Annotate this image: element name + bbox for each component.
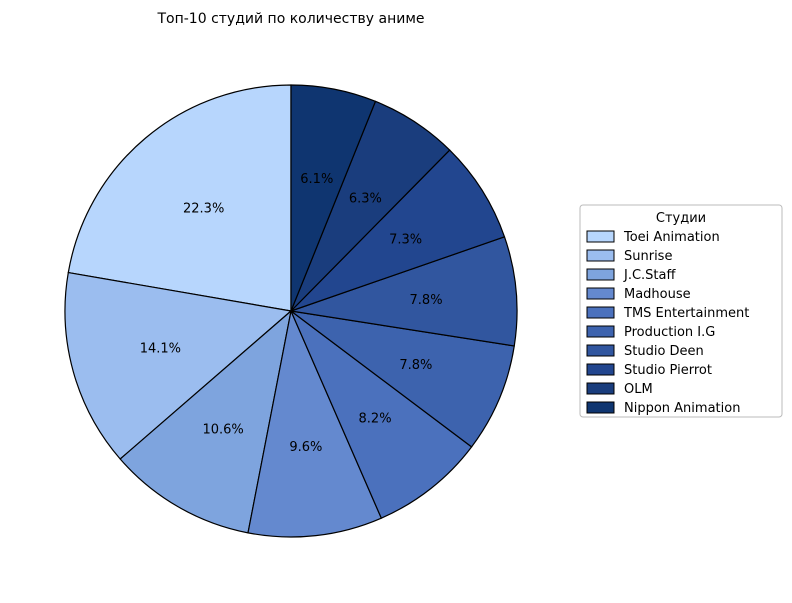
chart-title: Топ-10 студий по количеству аниме: [156, 11, 424, 27]
legend-swatch-madhouse: [586, 287, 615, 300]
legend-swatch-nippon-animation: [586, 401, 615, 414]
legend-label-j-c-staff: J.C.Staff: [623, 268, 676, 283]
legend-swatch-tms-entertainment: [586, 306, 615, 319]
legend-label-production-i-g: Production I.G: [624, 325, 715, 340]
pie-slice-nippon-animation: [290, 84, 377, 312]
pie-percent-label-olm: 6.3%: [349, 192, 382, 207]
pie-percent-label-studio-deen: 7.8%: [410, 293, 443, 308]
pie-slice-j-c-staff: [119, 310, 292, 534]
legend-label-nippon-animation: Nippon Animation: [624, 401, 740, 416]
pie-percent-labels: 22.3% 14.1% 10.6% 9.6% 8.2% 7.8% 7.8% 7.3% 6.3% 6…: [140, 172, 443, 455]
legend-label-madhouse: Madhouse: [624, 287, 691, 302]
pie-slice-toei-animation: [67, 84, 292, 312]
legend-swatch-production-i-g: [586, 325, 615, 338]
legend-label-sunrise: Sunrise: [624, 249, 672, 264]
legend-label-olm: OLM: [624, 382, 653, 397]
legend-label-toei-animation: Toei Animation: [623, 230, 720, 245]
pie-slice-sunrise: [64, 271, 292, 460]
legend-swatch-studio-pierrot: [586, 363, 615, 376]
legend-swatch-studio-deen: [586, 344, 615, 357]
legend-label-studio-deen: Studio Deen: [624, 344, 704, 359]
legend-label-tms-entertainment: TMS Entertainment: [623, 306, 749, 321]
legend-swatch-sunrise: [586, 249, 615, 262]
pie-percent-label-tms-entertainment: 8.2%: [359, 411, 392, 426]
legend-swatch-olm: [586, 382, 615, 395]
pie-slice-tms-entertainment: [290, 310, 473, 519]
legend: Студии Toei Animation Sunrise J.C.Staff Mad…: [579, 204, 783, 418]
pie-percent-label-sunrise: 14.1%: [140, 341, 181, 356]
pie-percent-label-studio-pierrot: 7.3%: [389, 233, 422, 248]
pie-percent-label-production-i-g: 7.8%: [399, 358, 432, 373]
pie-percent-label-nippon-animation: 6.1%: [300, 172, 333, 187]
pie-slice-madhouse: [247, 310, 382, 538]
legend-title: Студии: [656, 211, 706, 226]
legend-swatch-j-c-staff: [586, 268, 615, 281]
pie-slice-studio-pierrot: [290, 149, 506, 312]
pie-slices: [64, 84, 518, 538]
pie-percent-label-j-c-staff: 10.6%: [202, 422, 243, 437]
legend-frame: [579, 204, 783, 418]
legend-items: Toei Animation Sunrise J.C.Staff Madhouse TM…: [586, 230, 749, 416]
legend-label-studio-pierrot: Studio Pierrot: [624, 363, 712, 378]
legend-swatch-toei-animation: [586, 230, 615, 243]
pie-slice-production-i-g: [290, 310, 515, 448]
pie-slice-studio-deen: [290, 236, 518, 347]
pie-percent-label-madhouse: 9.6%: [289, 440, 322, 455]
pie-percent-label-toei-animation: 22.3%: [183, 201, 224, 216]
